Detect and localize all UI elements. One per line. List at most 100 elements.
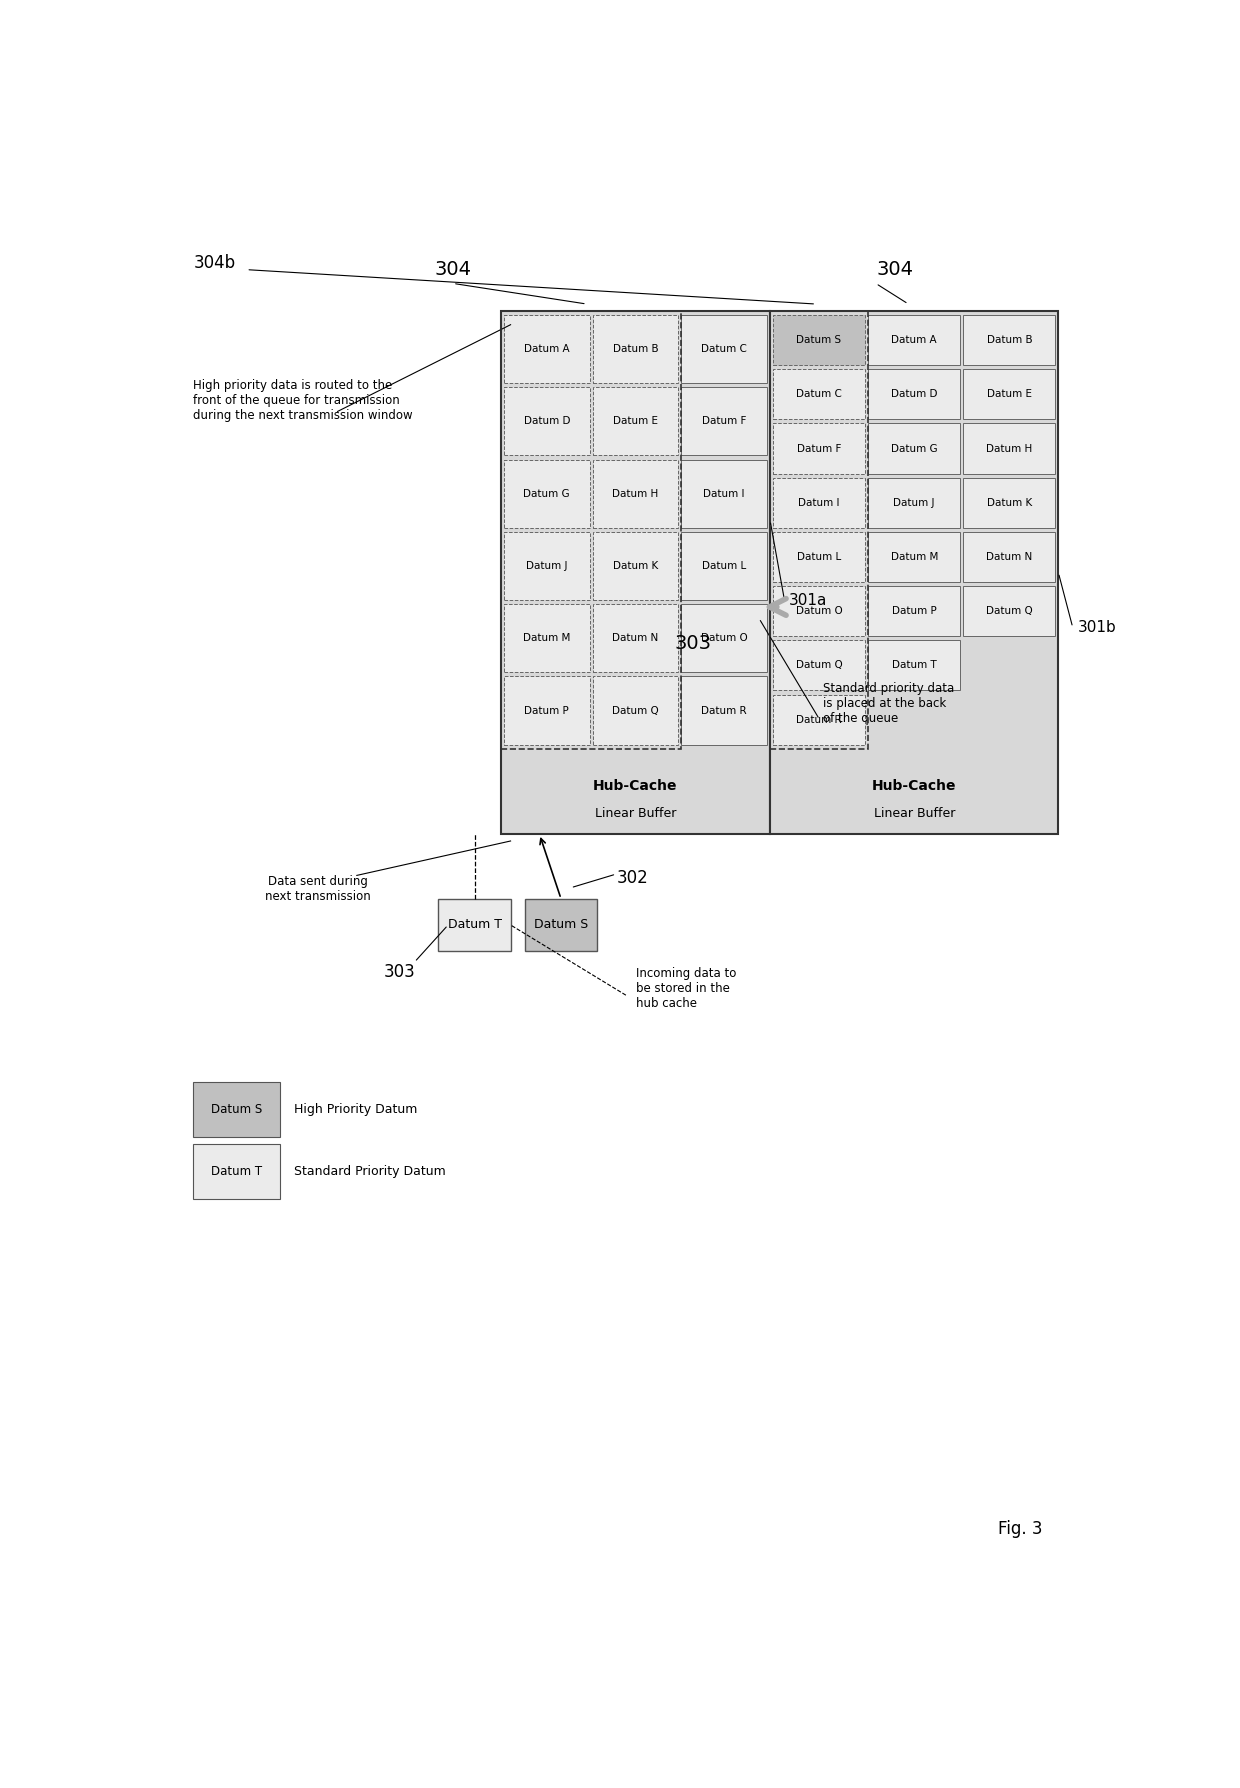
Text: Datum O: Datum O bbox=[796, 606, 842, 617]
Bar bbox=[773, 424, 866, 474]
Bar bbox=[681, 531, 768, 601]
Text: Datum Q: Datum Q bbox=[986, 606, 1033, 617]
Bar bbox=[681, 388, 768, 456]
Bar bbox=[963, 370, 1055, 420]
Text: Datum K: Datum K bbox=[987, 497, 1032, 508]
Text: Datum H: Datum H bbox=[986, 443, 1033, 454]
Text: 304: 304 bbox=[434, 259, 471, 279]
Text: Datum N: Datum N bbox=[613, 633, 658, 644]
Text: 302: 302 bbox=[616, 869, 649, 887]
Text: Datum C: Datum C bbox=[702, 343, 748, 354]
Text: Datum S: Datum S bbox=[796, 334, 842, 345]
Text: Datum B: Datum B bbox=[987, 334, 1032, 345]
Bar bbox=[593, 460, 678, 527]
Text: Standard priority data
is placed at the back
of the queue: Standard priority data is placed at the … bbox=[823, 681, 954, 724]
Text: 301a: 301a bbox=[789, 592, 827, 608]
Text: Linear Buffer: Linear Buffer bbox=[595, 806, 676, 821]
Text: Datum F: Datum F bbox=[797, 443, 841, 454]
Text: Datum S: Datum S bbox=[534, 919, 588, 932]
Text: Datum B: Datum B bbox=[613, 343, 658, 354]
Text: Datum E: Datum E bbox=[987, 390, 1032, 399]
Bar bbox=[681, 604, 768, 672]
Bar bbox=[963, 477, 1055, 527]
Bar bbox=[868, 640, 960, 690]
Bar bbox=[868, 586, 960, 637]
Text: Datum G: Datum G bbox=[523, 488, 570, 499]
Bar bbox=[868, 315, 960, 365]
Bar bbox=[770, 311, 868, 749]
Text: Datum A: Datum A bbox=[892, 334, 937, 345]
Text: High priority data is routed to the
front of the queue for transmission
during t: High priority data is routed to the fron… bbox=[193, 379, 413, 422]
Text: Datum T: Datum T bbox=[892, 660, 936, 670]
Text: Datum C: Datum C bbox=[796, 390, 842, 399]
Bar bbox=[963, 424, 1055, 474]
Text: Datum R: Datum R bbox=[796, 715, 842, 724]
Bar bbox=[193, 1144, 280, 1200]
Bar bbox=[868, 370, 960, 420]
Text: 304b: 304b bbox=[193, 254, 236, 272]
Bar bbox=[681, 315, 768, 383]
Text: Datum G: Datum G bbox=[890, 443, 937, 454]
Text: Datum T: Datum T bbox=[448, 919, 501, 932]
Bar bbox=[773, 640, 866, 690]
Text: Datum R: Datum R bbox=[702, 706, 746, 715]
Text: High Priority Datum: High Priority Datum bbox=[294, 1103, 418, 1116]
Bar bbox=[963, 315, 1055, 365]
Text: Datum D: Datum D bbox=[890, 390, 937, 399]
Bar bbox=[868, 477, 960, 527]
Text: Datum Q: Datum Q bbox=[796, 660, 842, 670]
Text: Datum K: Datum K bbox=[613, 561, 658, 570]
Bar bbox=[525, 899, 598, 951]
Text: Data sent during
next transmission: Data sent during next transmission bbox=[265, 874, 371, 903]
Text: 303: 303 bbox=[675, 635, 712, 653]
Bar bbox=[868, 531, 960, 581]
Bar bbox=[501, 311, 681, 749]
Bar bbox=[503, 676, 590, 744]
Text: Datum M: Datum M bbox=[523, 633, 570, 644]
Bar bbox=[501, 311, 770, 833]
Text: Standard Priority Datum: Standard Priority Datum bbox=[294, 1166, 446, 1178]
Text: Datum H: Datum H bbox=[613, 488, 658, 499]
Bar bbox=[773, 370, 866, 420]
Text: Datum L: Datum L bbox=[702, 561, 746, 570]
Bar bbox=[593, 604, 678, 672]
Text: Fig. 3: Fig. 3 bbox=[998, 1520, 1042, 1538]
Bar bbox=[773, 586, 866, 637]
Bar bbox=[503, 315, 590, 383]
Bar bbox=[773, 694, 866, 744]
Bar bbox=[963, 586, 1055, 637]
Bar bbox=[503, 604, 590, 672]
Text: Datum I: Datum I bbox=[703, 488, 745, 499]
Text: Datum I: Datum I bbox=[799, 497, 839, 508]
Text: Datum E: Datum E bbox=[613, 417, 658, 426]
Text: Datum J: Datum J bbox=[526, 561, 568, 570]
Text: Datum D: Datum D bbox=[523, 417, 570, 426]
Bar bbox=[593, 531, 678, 601]
Text: Datum A: Datum A bbox=[525, 343, 569, 354]
Bar bbox=[963, 531, 1055, 581]
Text: Datum N: Datum N bbox=[986, 552, 1033, 561]
Text: Datum F: Datum F bbox=[702, 417, 746, 426]
Bar bbox=[770, 311, 1058, 833]
Text: Datum P: Datum P bbox=[892, 606, 936, 617]
Bar bbox=[503, 388, 590, 456]
Bar bbox=[773, 477, 866, 527]
Text: 301b: 301b bbox=[1078, 620, 1116, 635]
Text: Datum L: Datum L bbox=[797, 552, 841, 561]
Text: 303: 303 bbox=[384, 962, 415, 982]
Bar bbox=[868, 424, 960, 474]
Bar bbox=[439, 899, 511, 951]
Bar bbox=[773, 315, 866, 365]
Bar bbox=[593, 388, 678, 456]
Bar bbox=[503, 531, 590, 601]
Bar bbox=[681, 460, 768, 527]
Text: Datum M: Datum M bbox=[890, 552, 937, 561]
Bar bbox=[681, 676, 768, 744]
Text: Datum P: Datum P bbox=[525, 706, 569, 715]
Text: Datum T: Datum T bbox=[211, 1166, 262, 1178]
Text: Linear Buffer: Linear Buffer bbox=[873, 806, 955, 821]
Text: Hub-Cache: Hub-Cache bbox=[593, 780, 678, 792]
Text: Datum S: Datum S bbox=[211, 1103, 263, 1116]
Bar bbox=[593, 676, 678, 744]
Bar bbox=[503, 460, 590, 527]
